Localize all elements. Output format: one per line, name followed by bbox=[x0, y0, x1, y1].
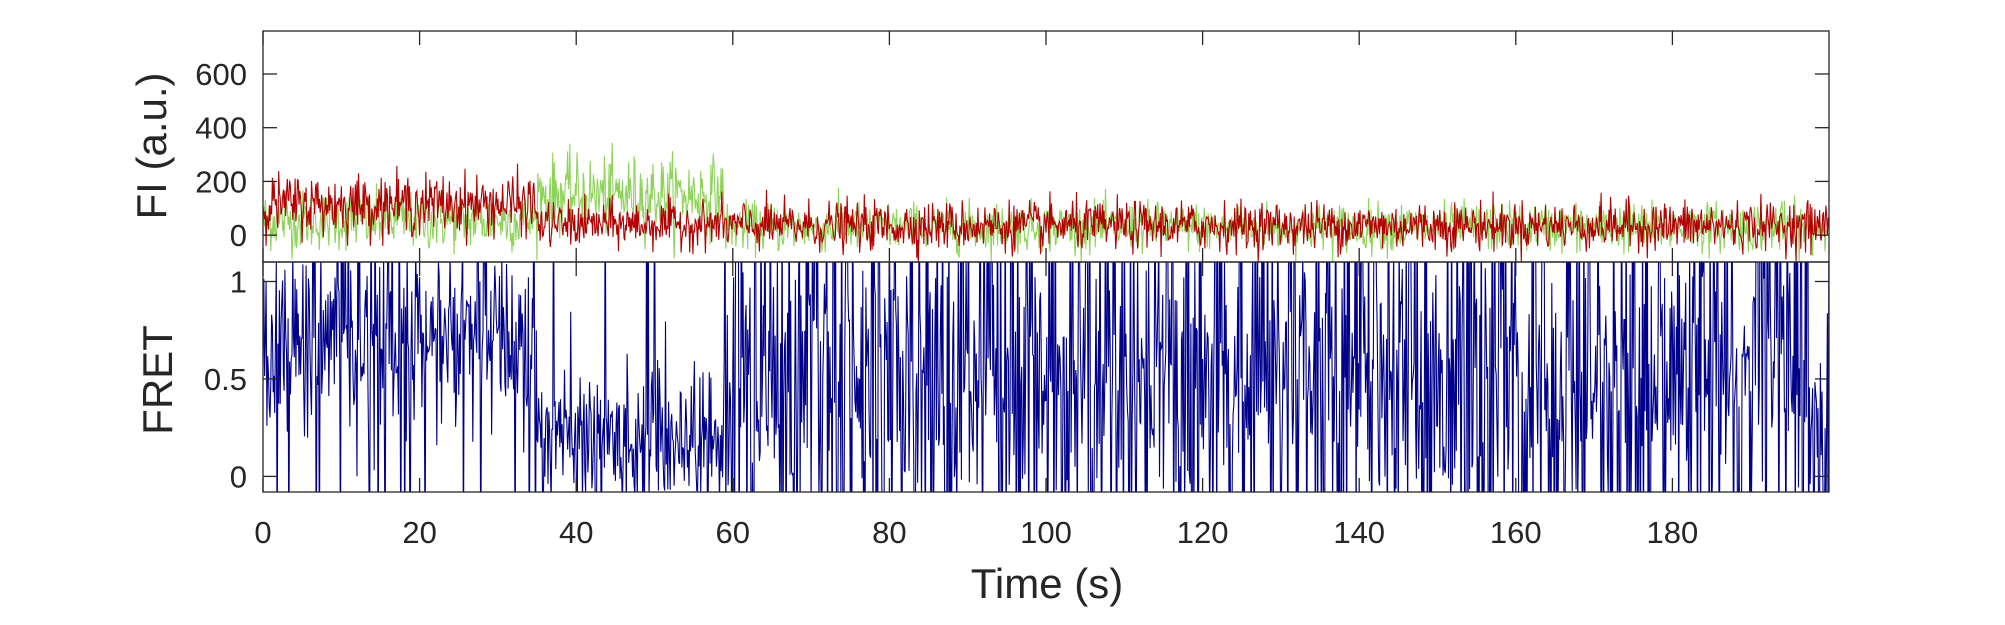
time-x-tick-label: 100 bbox=[1020, 515, 1072, 550]
fret-efficiency-line bbox=[263, 262, 1829, 492]
time-x-tick-label: 20 bbox=[402, 515, 436, 550]
fluorescence-y-ticks: 0 200 400 600 bbox=[195, 57, 1829, 253]
acceptor-fluorescence-line bbox=[263, 163, 1829, 262]
time-x-tick-label: 80 bbox=[872, 515, 906, 550]
fret-y-tick-label: 1 bbox=[230, 264, 247, 299]
fret-y-axis-label: FRET bbox=[134, 325, 181, 435]
time-x-tick-label: 40 bbox=[559, 515, 593, 550]
fluorescence-y-axis-label: FI (a.u.) bbox=[128, 72, 175, 219]
fluorescence-y-tick-label: 200 bbox=[195, 164, 247, 199]
fret-y-tick-label: 0.5 bbox=[204, 362, 247, 397]
fluorescence-y-tick-label: 600 bbox=[195, 57, 247, 92]
fret-y-tick-label: 0 bbox=[230, 459, 247, 494]
time-x-tick-label: 120 bbox=[1177, 515, 1229, 550]
fluorescence-panel: 0 200 400 600 FI (a.u.) bbox=[128, 30, 1830, 263]
fluorescence-y-tick-label: 400 bbox=[195, 111, 247, 146]
time-x-axis-label: Time (s) bbox=[971, 560, 1123, 607]
time-x-ticks: 0 20 40 60 80 100 120 140 160 180 bbox=[254, 31, 1698, 550]
time-x-tick-label: 60 bbox=[716, 515, 750, 550]
fret-y-ticks: 00.51 bbox=[204, 264, 1829, 494]
fluorescence-y-tick-label: 0 bbox=[230, 218, 247, 253]
time-x-tick-label: 180 bbox=[1647, 515, 1699, 550]
time-x-tick-label: 0 bbox=[254, 515, 271, 550]
time-x-tick-label: 160 bbox=[1490, 515, 1542, 550]
time-x-tick-label: 140 bbox=[1333, 515, 1385, 550]
fret-panel: 00.51 0 20 40 60 80 100 120 140 160 180 FRET Time… bbox=[134, 31, 1830, 607]
